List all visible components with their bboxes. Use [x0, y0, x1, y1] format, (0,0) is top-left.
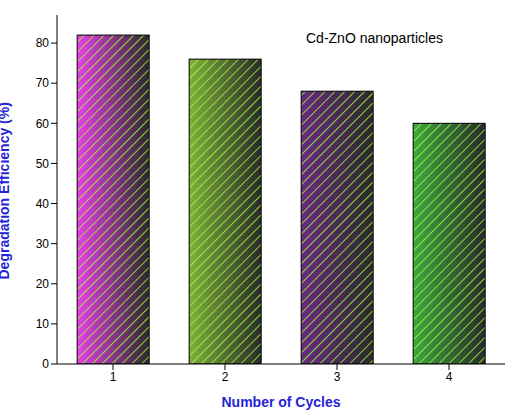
svg-text:50: 50 — [36, 157, 50, 171]
html-text:Cd-ZnO nanoparticles: Cd-ZnO nanoparticles — [306, 30, 443, 46]
svg-text:80: 80 — [36, 36, 50, 50]
svg-text:70: 70 — [36, 76, 50, 90]
svg-text:3: 3 — [334, 370, 341, 384]
svg-text:Degradation Efficiency (%): Degradation Efficiency (%) — [8, 102, 12, 279]
svg-text:10: 10 — [36, 317, 50, 331]
svg-text:20: 20 — [36, 277, 50, 291]
svg-text:1: 1 — [110, 370, 117, 384]
svg-text:4: 4 — [446, 370, 453, 384]
svg-text:2: 2 — [222, 370, 229, 384]
svg-text:40: 40 — [36, 197, 50, 211]
svg-text:0: 0 — [42, 357, 49, 371]
svg-text:60: 60 — [36, 117, 50, 131]
svg-text:Number of Cycles: Number of Cycles — [221, 394, 340, 410]
svg-text:30: 30 — [36, 237, 50, 251]
